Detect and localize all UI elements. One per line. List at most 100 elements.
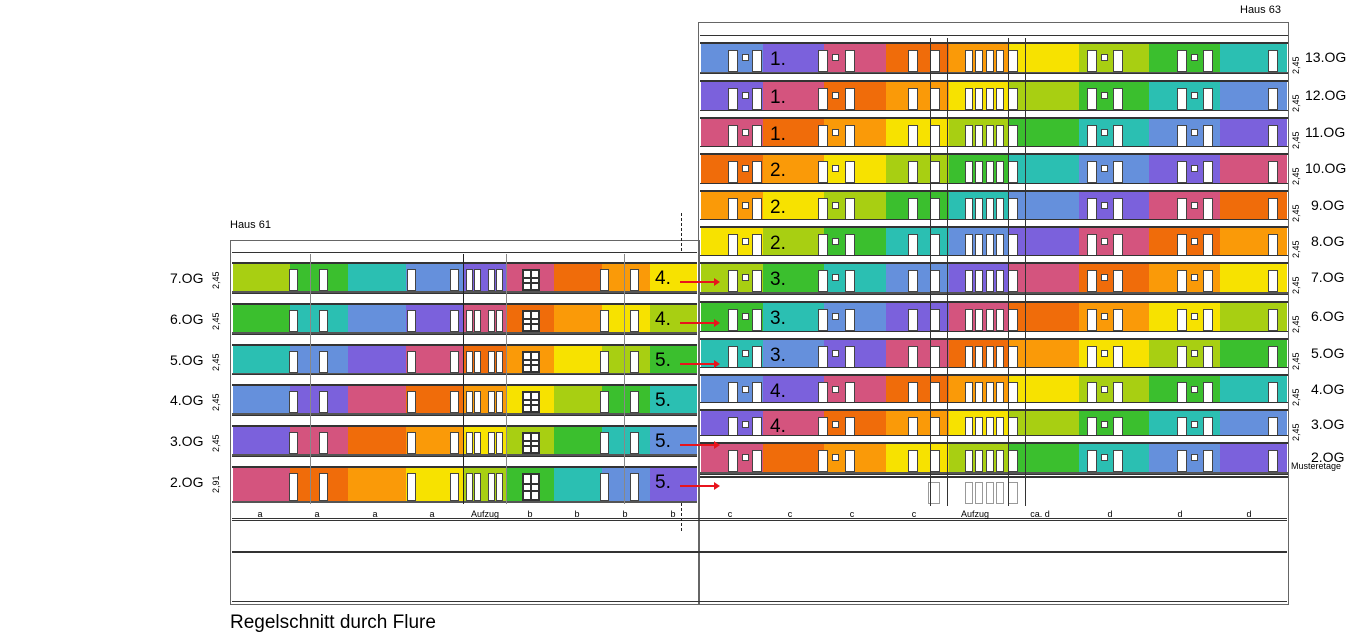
door <box>975 125 983 147</box>
color-segment <box>602 346 650 373</box>
door <box>845 161 855 183</box>
connection-arrow <box>680 482 720 490</box>
floor-label: 13.OG <box>1305 49 1347 65</box>
color-segment <box>233 264 290 291</box>
door <box>752 125 762 147</box>
floor-slab <box>232 456 697 468</box>
door <box>752 450 762 472</box>
door <box>930 88 940 110</box>
dimension: 2,45 <box>1291 240 1301 258</box>
door <box>450 391 459 413</box>
door <box>319 391 328 413</box>
elevator-door <box>965 482 973 504</box>
door <box>1087 346 1097 368</box>
floor-number: 2. <box>770 197 786 218</box>
window <box>742 129 749 136</box>
door <box>908 234 918 256</box>
door <box>996 346 1004 368</box>
axis-label: b <box>622 509 628 519</box>
elevator-door <box>996 482 1004 504</box>
color-segment <box>1009 303 1079 331</box>
door <box>1008 198 1018 220</box>
door <box>1087 382 1097 404</box>
door <box>289 269 298 291</box>
door <box>407 310 416 332</box>
window <box>742 274 749 281</box>
door <box>450 351 459 373</box>
color-segment <box>348 386 406 413</box>
door <box>1268 50 1278 72</box>
window <box>832 165 839 172</box>
color-segment <box>554 264 602 291</box>
door <box>496 432 503 454</box>
door <box>600 432 609 454</box>
color-segment <box>763 411 824 439</box>
door <box>996 382 1004 404</box>
door <box>996 161 1004 183</box>
door <box>1087 161 1097 183</box>
floor-number: 1. <box>770 49 786 70</box>
door <box>407 391 416 413</box>
color-segment <box>1009 119 1079 147</box>
window <box>1101 386 1108 393</box>
stair-window <box>522 269 540 291</box>
color-segment <box>763 82 824 110</box>
axis-label: b <box>670 509 676 519</box>
floor-label: 4.OG <box>170 392 204 408</box>
door <box>845 382 855 404</box>
window <box>1191 202 1198 209</box>
floor-number: 4. <box>655 268 671 289</box>
door <box>1203 88 1213 110</box>
color-segment <box>348 468 406 501</box>
door <box>1113 346 1123 368</box>
connection-arrow <box>680 278 720 286</box>
door <box>1008 125 1018 147</box>
door <box>289 432 298 454</box>
door <box>407 432 416 454</box>
door <box>752 309 762 331</box>
floor-label: 9.OG <box>1311 197 1345 213</box>
door <box>1008 382 1018 404</box>
door <box>496 391 503 413</box>
door <box>319 432 328 454</box>
door <box>450 473 459 501</box>
door <box>965 88 973 110</box>
color-segment <box>233 468 290 501</box>
door <box>1268 161 1278 183</box>
door <box>908 50 918 72</box>
color-segment <box>554 468 602 501</box>
color-segment <box>1009 82 1079 110</box>
color-segment <box>1009 192 1079 220</box>
window <box>832 238 839 245</box>
door <box>818 161 828 183</box>
window <box>742 421 749 428</box>
door <box>319 310 328 332</box>
door <box>818 88 828 110</box>
window <box>742 54 749 61</box>
door <box>289 391 298 413</box>
door <box>466 351 473 373</box>
elevator-door <box>986 482 994 504</box>
door <box>930 234 940 256</box>
axis-label: a <box>257 509 263 519</box>
door <box>630 473 639 501</box>
floor-number: 5. <box>655 472 671 493</box>
floor-number: 3. <box>770 269 786 290</box>
floor-label: 12.OG <box>1305 87 1347 103</box>
door <box>1203 198 1213 220</box>
door <box>1177 450 1187 472</box>
floor-slab <box>232 334 697 346</box>
window <box>1101 313 1108 320</box>
corridor-floor-2.OG <box>700 444 1288 474</box>
door <box>1087 125 1097 147</box>
door <box>908 270 918 292</box>
door <box>1008 50 1018 72</box>
door <box>407 351 416 373</box>
color-segment <box>1009 44 1079 72</box>
window <box>832 454 839 461</box>
door <box>752 50 762 72</box>
color-segment <box>1009 340 1079 368</box>
door <box>930 161 940 183</box>
floor-number: 2. <box>770 160 786 181</box>
door <box>488 432 495 454</box>
